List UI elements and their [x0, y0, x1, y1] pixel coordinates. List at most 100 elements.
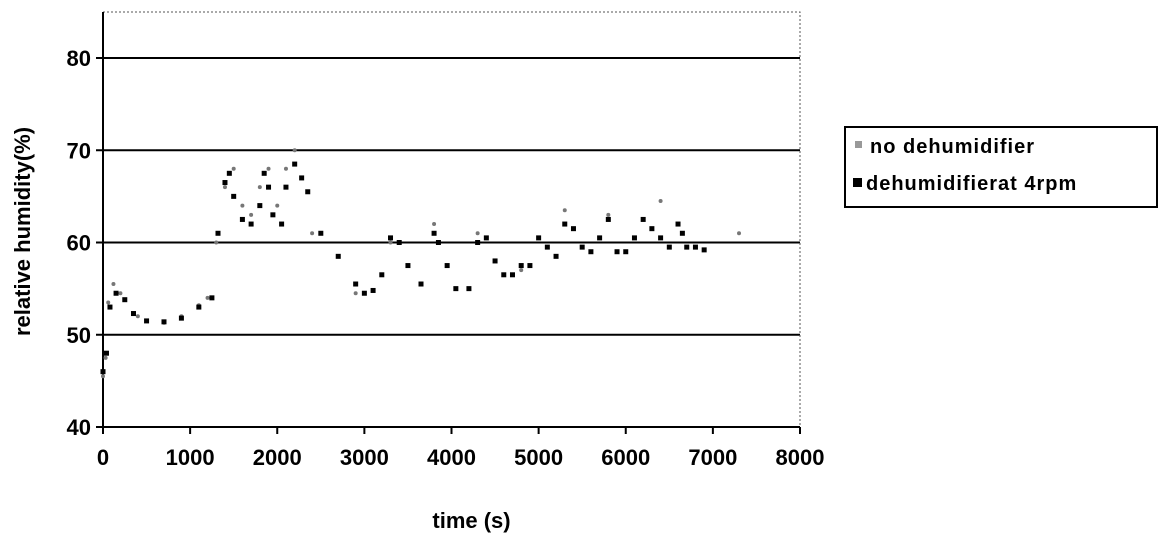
data-point — [492, 258, 498, 264]
data-point — [144, 318, 150, 324]
data-point — [658, 198, 663, 203]
data-point — [100, 369, 106, 375]
data-point — [501, 272, 507, 278]
data-point — [111, 282, 116, 287]
data-point — [101, 374, 105, 379]
x-axis-ticks: 0 1000 2000 3000 4000 5000 6000 7000 8000 — [97, 427, 825, 470]
x-tick-label: 1000 — [166, 445, 215, 470]
data-point — [231, 193, 237, 199]
data-point — [214, 240, 219, 245]
data-point — [588, 249, 594, 255]
data-point — [353, 291, 358, 296]
data-point — [249, 212, 254, 217]
data-point — [130, 311, 136, 317]
data-point — [553, 253, 559, 259]
x-tick-label: 0 — [97, 445, 109, 470]
y-tick-label: 50 — [67, 323, 91, 348]
data-point — [353, 281, 359, 287]
legend-marker-no-dehumidifier — [855, 141, 862, 148]
data-point — [239, 216, 245, 222]
data-point — [605, 216, 611, 222]
data-point — [379, 272, 385, 278]
data-point — [453, 286, 459, 292]
data-point — [475, 231, 480, 236]
y-tick-label: 70 — [67, 138, 91, 163]
data-point — [519, 268, 524, 273]
data-point — [103, 350, 109, 356]
data-point — [106, 300, 111, 305]
data-point — [396, 240, 402, 245]
data-point — [444, 263, 450, 269]
data-point — [231, 166, 236, 171]
data-point — [270, 212, 276, 218]
data-point — [261, 170, 267, 176]
data-point — [103, 355, 108, 360]
data-point — [257, 185, 262, 190]
data-point — [318, 230, 324, 236]
data-point — [570, 226, 576, 232]
data-point — [275, 203, 280, 208]
data-point — [292, 161, 298, 167]
data-point — [692, 244, 698, 250]
x-tick-label: 4000 — [427, 445, 476, 470]
data-point — [209, 295, 215, 301]
legend-label-dehumidifier: dehumidifierat 4rpm — [866, 173, 1077, 195]
data-point — [266, 184, 272, 190]
x-tick-label: 3000 — [340, 445, 389, 470]
data-point — [292, 148, 297, 153]
data-point — [299, 175, 305, 181]
data-point — [305, 189, 311, 195]
data-point — [161, 319, 167, 325]
x-tick-label: 7000 — [688, 445, 737, 470]
legend-marker-dehumidifier — [853, 178, 862, 187]
data-point — [283, 184, 289, 190]
data-point — [222, 180, 228, 186]
data-series — [100, 148, 742, 379]
data-point — [118, 291, 123, 296]
data-point — [222, 185, 227, 190]
data-point — [737, 231, 742, 236]
data-point — [310, 231, 315, 236]
data-point — [435, 240, 441, 245]
data-point — [279, 221, 285, 227]
data-point — [431, 230, 437, 236]
data-point — [518, 263, 524, 269]
data-point — [606, 212, 611, 217]
data-point — [649, 226, 655, 232]
horizontal-gridlines — [103, 57, 800, 336]
data-point — [432, 222, 437, 227]
data-point — [536, 235, 542, 241]
data-point — [405, 263, 411, 269]
data-point — [527, 263, 533, 269]
x-tick-label: 5000 — [514, 445, 563, 470]
data-point — [614, 249, 620, 255]
data-point — [544, 244, 550, 250]
data-point — [113, 290, 119, 296]
data-point — [418, 281, 424, 287]
data-point — [122, 297, 128, 303]
data-point — [107, 304, 113, 310]
legend-label-no-dehumidifier: no dehumidifier — [870, 136, 1035, 158]
data-point — [388, 235, 394, 241]
data-point — [196, 304, 202, 310]
x-tick-label: 8000 — [776, 445, 825, 470]
data-point — [675, 221, 681, 227]
data-point — [266, 166, 271, 171]
data-point — [257, 203, 263, 209]
series-dehumidifier-4rpm — [100, 161, 707, 375]
data-point — [335, 253, 341, 259]
x-tick-label: 6000 — [601, 445, 650, 470]
y-axis-title: relative humidity(%) — [10, 127, 35, 336]
y-axis-ticks: 40 50 60 70 80 — [67, 46, 103, 440]
data-point — [248, 221, 254, 227]
data-point — [466, 286, 472, 292]
x-axis-title: time (s) — [432, 508, 510, 533]
data-point — [226, 170, 232, 176]
data-point — [631, 235, 637, 241]
data-point — [215, 230, 221, 236]
data-point — [388, 240, 393, 245]
data-point — [475, 240, 481, 245]
data-point — [679, 230, 685, 236]
